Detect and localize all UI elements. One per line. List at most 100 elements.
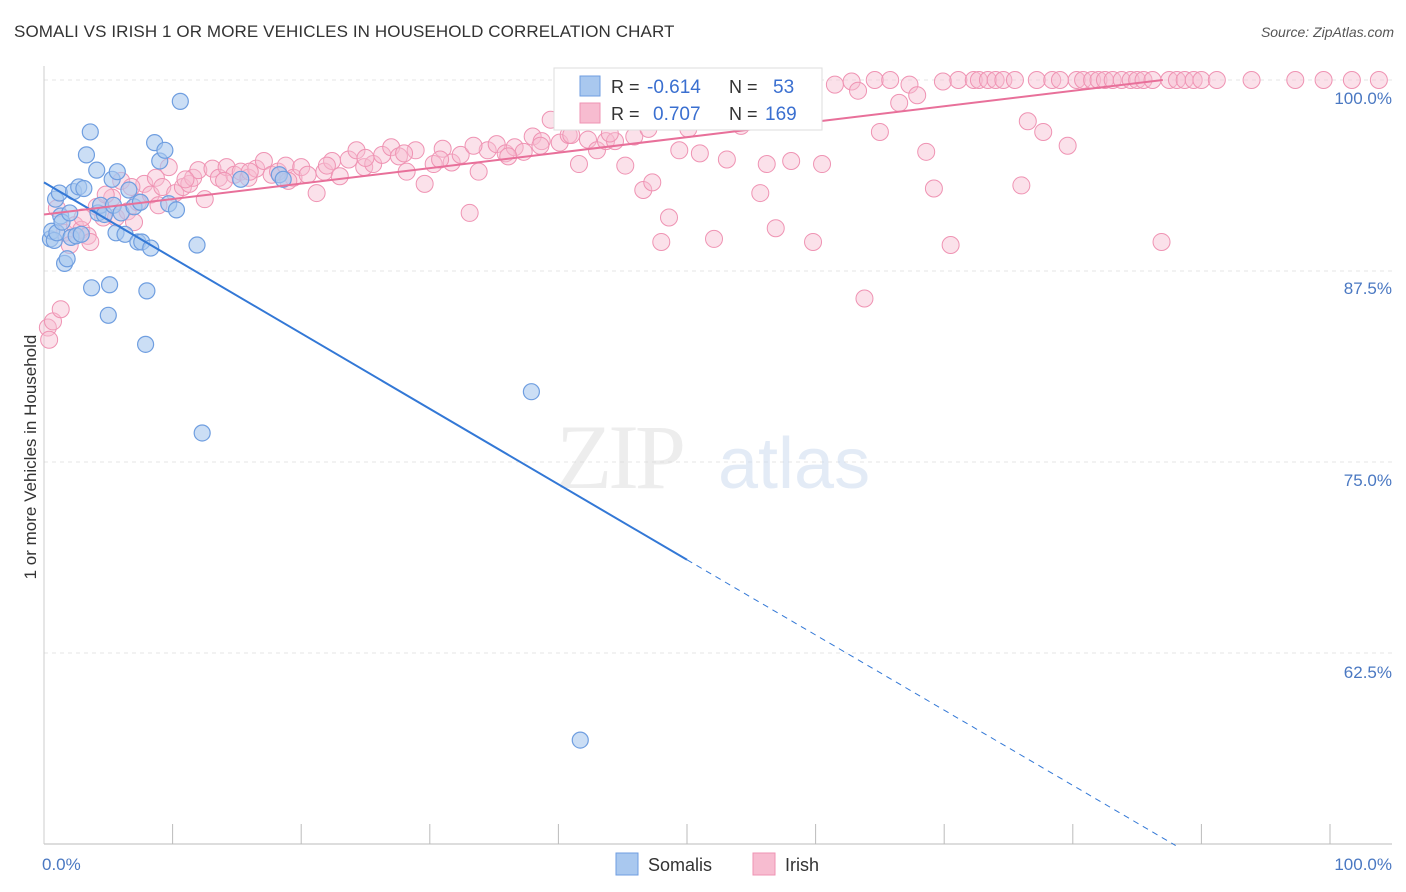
irish-point bbox=[298, 165, 317, 184]
irish-point bbox=[433, 139, 452, 158]
irish-point bbox=[469, 162, 488, 181]
somali-n-label: N = bbox=[729, 77, 758, 97]
irish-trend-line bbox=[43, 79, 1163, 216]
irish-point bbox=[356, 148, 375, 167]
y-tick-label-100: 100.0% bbox=[1334, 89, 1392, 108]
irish-point bbox=[1034, 122, 1053, 141]
irish-point bbox=[487, 135, 506, 154]
irish-point bbox=[464, 136, 483, 155]
somali-point bbox=[72, 225, 90, 243]
somali-r-label: R = bbox=[611, 77, 640, 97]
irish-point bbox=[1152, 232, 1171, 251]
somali-point bbox=[120, 181, 138, 199]
irish-point bbox=[924, 179, 943, 198]
irish-point bbox=[782, 151, 801, 170]
somali-point bbox=[136, 335, 155, 353]
irish-point bbox=[415, 174, 434, 193]
somali-point bbox=[100, 276, 119, 294]
irish-point bbox=[652, 232, 671, 251]
irish-point bbox=[1134, 71, 1153, 89]
irish-point bbox=[949, 71, 968, 89]
somali-trend-line bbox=[43, 181, 688, 561]
irish-point bbox=[569, 155, 588, 174]
irish-point bbox=[849, 81, 868, 100]
irish-n-value: 169 bbox=[765, 104, 797, 125]
irish-point bbox=[51, 300, 70, 319]
irish-point bbox=[908, 86, 927, 105]
somali-point bbox=[77, 146, 96, 164]
irish-point bbox=[189, 161, 208, 180]
irish-point bbox=[505, 138, 524, 157]
irish-point bbox=[395, 144, 414, 163]
irish-point bbox=[766, 219, 785, 238]
irish-point bbox=[1012, 176, 1031, 195]
irish-point bbox=[804, 232, 823, 251]
irish-point bbox=[203, 159, 222, 178]
irish-point bbox=[176, 170, 195, 189]
somali-point bbox=[81, 123, 99, 141]
irish-point bbox=[347, 141, 366, 160]
irish-legend-swatch bbox=[579, 102, 601, 124]
somali-n-value: 53 bbox=[773, 77, 794, 98]
somali-point bbox=[571, 731, 589, 749]
irish-point bbox=[855, 289, 874, 308]
irish-legend-label: Irish bbox=[785, 855, 819, 875]
irish-point bbox=[751, 184, 770, 203]
irish-point bbox=[1018, 112, 1037, 131]
irish-point bbox=[431, 150, 450, 169]
irish-point bbox=[478, 141, 497, 160]
x-tick-label-0: 0.0% bbox=[42, 855, 81, 874]
irish-point bbox=[865, 71, 884, 89]
irish-point bbox=[587, 141, 606, 160]
somalis-legend-label: Somalis bbox=[648, 855, 712, 875]
irish-point bbox=[842, 72, 861, 91]
irish-r-label: R = bbox=[611, 104, 640, 124]
source-note: Source: ZipAtlas.com bbox=[1260, 24, 1394, 40]
irish-point bbox=[757, 155, 776, 174]
irish-point bbox=[217, 158, 236, 177]
irish-point bbox=[705, 229, 724, 248]
irish-point bbox=[406, 141, 425, 160]
irish-point bbox=[1005, 71, 1024, 89]
somali-trend-extension bbox=[686, 559, 1176, 846]
irish-point bbox=[1314, 71, 1333, 89]
somali-point bbox=[99, 306, 117, 324]
irish-point bbox=[941, 236, 960, 255]
irish-n-label: N = bbox=[729, 104, 758, 124]
somalis-legend-swatch bbox=[615, 852, 639, 876]
irish-point bbox=[1074, 71, 1093, 89]
irish-point bbox=[1342, 71, 1361, 89]
irish-point bbox=[1103, 71, 1122, 89]
irish-point bbox=[690, 144, 709, 163]
somali-point bbox=[82, 279, 101, 297]
irish-point bbox=[917, 142, 936, 161]
y-axis-label: 1 or more Vehicles in Household bbox=[21, 335, 40, 580]
somali-point bbox=[58, 250, 76, 268]
irish-point bbox=[1184, 71, 1203, 89]
somali-r-value: -0.614 bbox=[647, 77, 701, 98]
irish-point bbox=[1369, 71, 1388, 89]
irish-point bbox=[195, 190, 214, 209]
irish-point bbox=[523, 127, 542, 146]
somali-point bbox=[156, 141, 174, 159]
x-tick-label-100: 100.0% bbox=[1334, 855, 1392, 874]
irish-point bbox=[317, 156, 336, 175]
irish-point bbox=[1192, 71, 1211, 89]
irish-point bbox=[813, 155, 832, 174]
irish-r-value: 0.707 bbox=[653, 104, 701, 125]
irish-point bbox=[717, 150, 736, 169]
irish-point bbox=[870, 122, 889, 141]
irish-point bbox=[670, 141, 689, 160]
somali-point bbox=[522, 383, 540, 401]
stats-legend: R = -0.614 N = 53 R = 0.707 N = 169 bbox=[553, 67, 823, 131]
somali-legend-swatch bbox=[579, 75, 601, 97]
irish-series bbox=[38, 71, 1388, 349]
x-ticks bbox=[172, 824, 1331, 844]
irish-point bbox=[1027, 71, 1046, 89]
irish-point bbox=[215, 171, 234, 190]
irish-point bbox=[389, 147, 408, 166]
irish-point bbox=[146, 168, 165, 187]
irish-point bbox=[1242, 71, 1261, 89]
irish-point bbox=[254, 151, 273, 170]
